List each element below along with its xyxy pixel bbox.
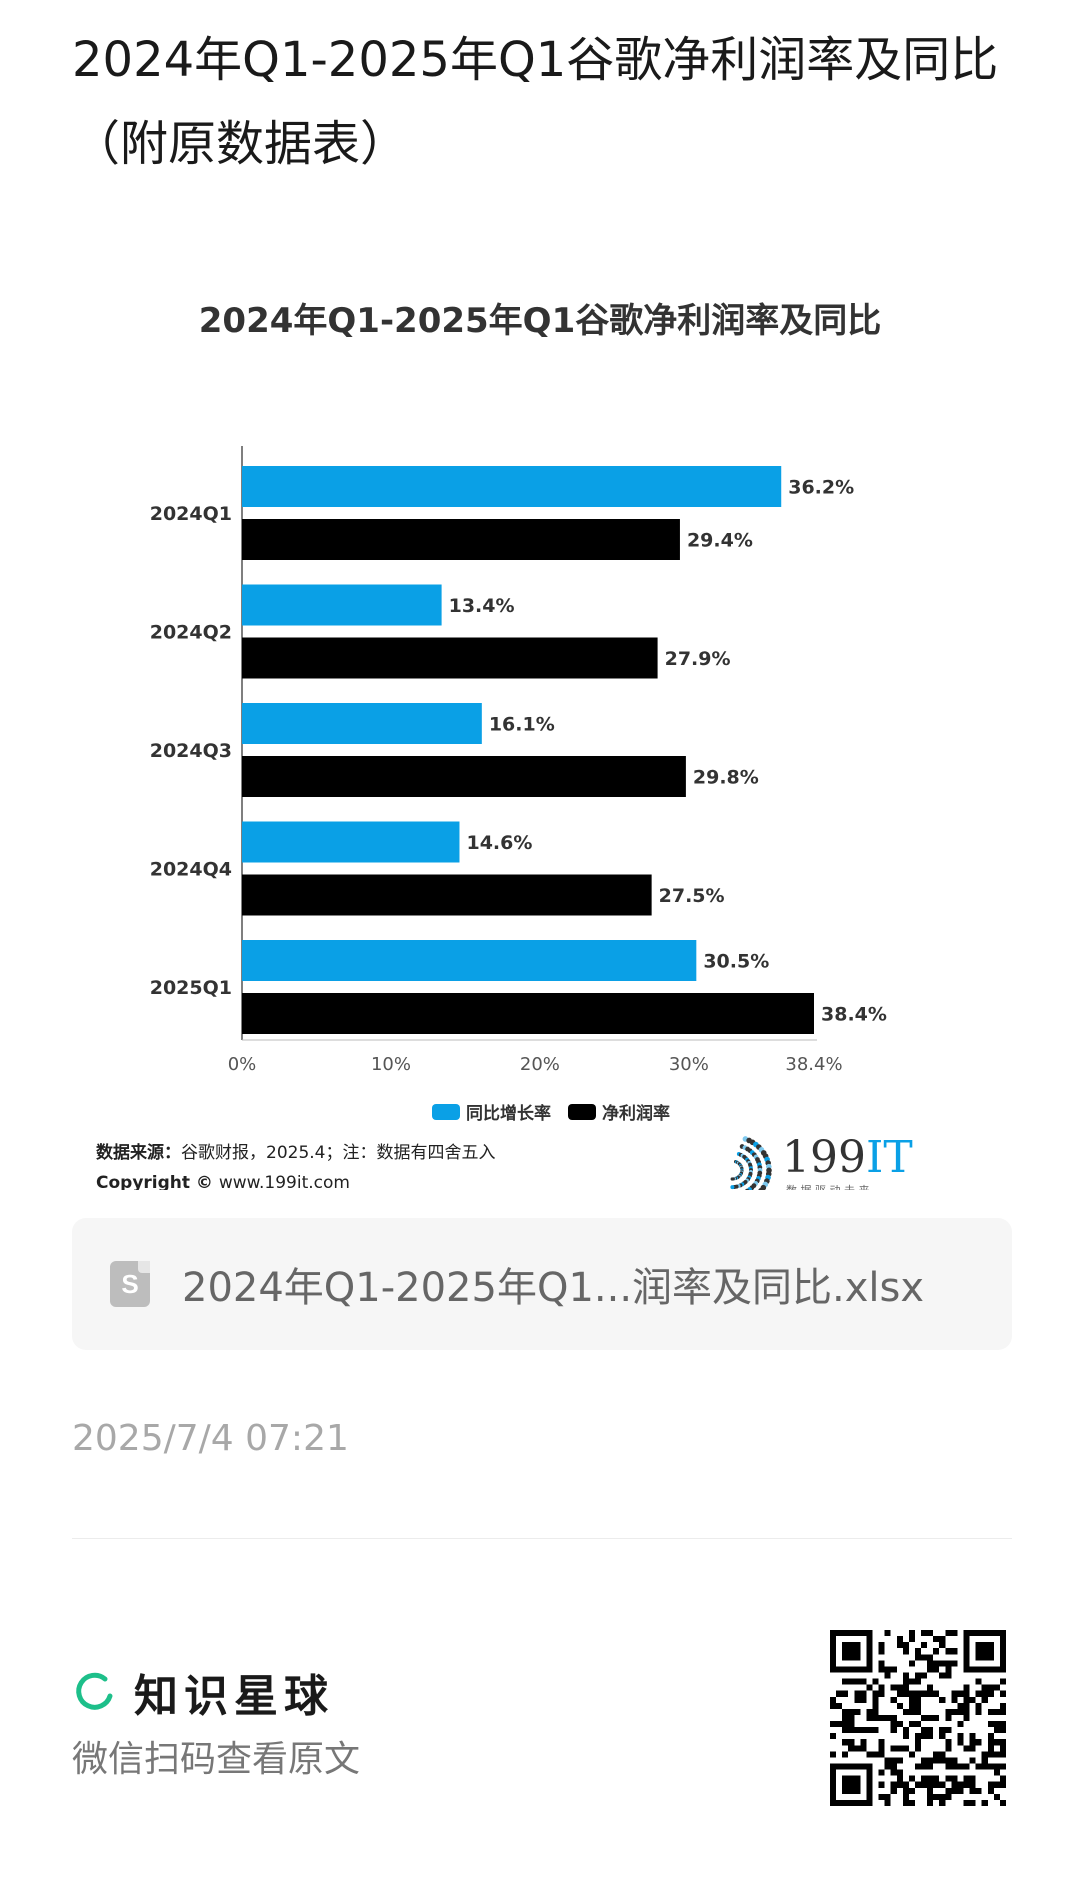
category-label: 2025Q1 [150, 977, 232, 999]
x-tick-label: 30% [669, 1054, 709, 1075]
spreadsheet-file-icon: S [110, 1261, 150, 1307]
data-label: 13.4% [449, 595, 515, 617]
x-tick-label: 38.4% [785, 1054, 842, 1075]
bar-2024Q1-1 [242, 519, 680, 560]
brand-name: 知识星球 [134, 1671, 334, 1722]
post-timestamp: 2025/7/4 07:21 [72, 1418, 349, 1459]
bar-2024Q1-0 [242, 466, 782, 507]
data-label: 14.6% [466, 832, 532, 854]
bar-2024Q4-0 [242, 821, 460, 863]
data-label: 29.8% [693, 767, 759, 789]
bar-2024Q2-0 [242, 584, 442, 626]
bar-chart: 2024年Q1-2025年Q1谷歌净利润率及同比 36.2% 29.4% 2024Q1… [96, 301, 913, 1190]
bar-2024Q4-1 [242, 874, 652, 916]
category-label: 2024Q3 [150, 740, 232, 762]
qr-code-icon[interactable] [830, 1630, 1006, 1806]
x-tick-label: 0% [228, 1054, 257, 1075]
category-label: 2024Q4 [150, 859, 232, 881]
data-label: 36.2% [788, 477, 854, 499]
data-label: 16.1% [489, 714, 555, 736]
chart-title: 2024年Q1-2025年Q1谷歌净利润率及同比 [199, 301, 882, 341]
attachment-filename[interactable]: 2024年Q1-2025年Q1...润率及同比.xlsx [182, 1265, 925, 1311]
divider [72, 1538, 1012, 1539]
bar-2025Q1-0 [242, 940, 697, 981]
category-label: 2024Q1 [150, 503, 232, 525]
bar-2024Q3-0 [242, 703, 482, 744]
data-label: 38.4% [821, 1004, 887, 1026]
chart-image[interactable]: 2024年Q1-2025年Q1谷歌净利润率及同比 36.2% 29.4% 2024Q1… [72, 270, 1008, 1190]
data-label: 29.4% [687, 530, 753, 552]
data-label: 30.5% [703, 951, 769, 973]
logo-tagline: 数 据 驱 动 未 来 [786, 1183, 869, 1190]
data-label: 27.5% [659, 885, 725, 907]
legend-label: 净利润率 [602, 1103, 670, 1124]
x-tick-label: 20% [520, 1054, 560, 1075]
category-label: 2024Q2 [150, 622, 232, 644]
attachment-card[interactable]: S 2024年Q1-2025年Q1...润率及同比.xlsx [72, 1218, 1012, 1350]
legend-swatch [432, 1104, 460, 1120]
logo-text: 199IT [782, 1132, 913, 1183]
legend-swatch [568, 1104, 596, 1120]
data-label: 27.9% [665, 648, 731, 670]
source-note: 数据来源：谷歌财报，2025.4；注：数据有四舍五入 [96, 1142, 495, 1163]
zsxq-logo-icon [76, 1672, 113, 1710]
legend-label: 同比增长率 [466, 1103, 551, 1124]
199it-logo-icon [730, 1136, 772, 1190]
copyright-note: Copyright © www.199it.com [96, 1173, 350, 1190]
bar-2025Q1-1 [242, 993, 814, 1034]
bar-2024Q2-1 [242, 637, 658, 679]
brand: 知识星球 [72, 1660, 334, 1724]
bar-2024Q3-1 [242, 756, 686, 797]
x-tick-label: 10% [371, 1054, 411, 1075]
scan-hint: 微信扫码查看原文 [72, 1739, 361, 1780]
post-title: 2024年Q1-2025年Q1谷歌净利润率及同比（附原数据表） [72, 32, 999, 172]
